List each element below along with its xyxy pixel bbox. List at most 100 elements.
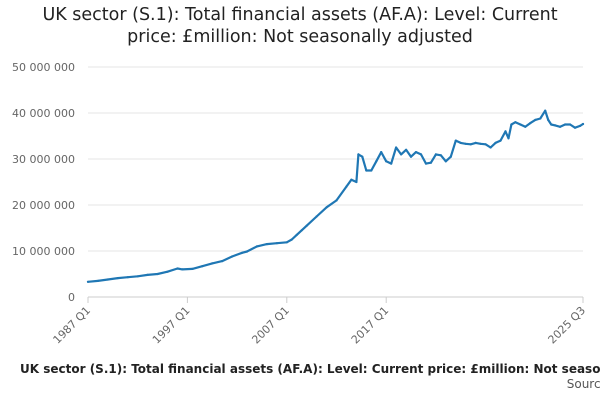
data-point <box>444 160 447 163</box>
data-point <box>181 268 184 271</box>
data-point <box>300 229 303 232</box>
data-point <box>464 142 467 145</box>
data-point <box>365 169 368 172</box>
data-point <box>405 148 408 151</box>
data-point <box>295 233 298 236</box>
data-point <box>221 260 224 263</box>
series-layer <box>86 109 585 283</box>
data-point <box>375 160 378 163</box>
data-point <box>335 199 338 202</box>
data-point <box>245 250 249 253</box>
data-point <box>255 245 259 248</box>
chart-source-label: Source: <box>566 377 600 391</box>
data-point <box>474 141 477 144</box>
data-point <box>156 272 159 276</box>
data-point <box>514 121 517 124</box>
data-point <box>191 267 194 270</box>
chart-caption-text: UK sector (S.1): Total financial assets … <box>20 362 600 376</box>
data-point <box>434 153 437 156</box>
data-point <box>419 153 423 156</box>
data-point <box>146 273 149 276</box>
chart-caption: UK sector (S.1): Total financial assets … <box>0 362 600 376</box>
data-point <box>489 146 492 149</box>
data-point <box>547 118 550 121</box>
data-point <box>390 162 393 165</box>
data-point <box>350 178 353 181</box>
data-point <box>544 109 547 112</box>
data-point <box>539 117 542 120</box>
chart-title-line-1: UK sector (S.1): Total financial assets … <box>42 5 558 25</box>
data-point <box>357 153 360 156</box>
series-line <box>86 109 585 283</box>
data-point <box>136 275 139 278</box>
data-point <box>385 160 388 163</box>
data-point <box>507 137 510 140</box>
data-point <box>325 206 328 209</box>
x-tick-label: 1997 Q1 <box>150 304 193 347</box>
data-point <box>569 123 572 126</box>
y-tick-label: 30 000 000 <box>12 153 75 166</box>
x-tick-label: 2007 Q1 <box>249 304 292 347</box>
data-point <box>395 146 398 149</box>
data-point <box>494 141 497 144</box>
data-point <box>126 276 129 279</box>
data-point <box>499 139 502 142</box>
x-tick-label: 2017 Q1 <box>349 304 392 347</box>
y-tick-label: 10 000 000 <box>12 245 75 258</box>
grid-lines <box>88 66 583 252</box>
y-tick-label: 20 000 000 <box>12 199 75 212</box>
data-point <box>469 143 472 146</box>
chart-source: Source: <box>0 377 600 391</box>
data-point <box>290 238 293 241</box>
data-point <box>529 122 532 125</box>
x-tick-label: 2025 Q3 <box>546 304 589 347</box>
data-point <box>106 278 109 281</box>
x-tick-label: 1987 Q1 <box>51 304 94 347</box>
data-point <box>409 155 413 158</box>
chart-title: UK sector (S.1): Total financial assets … <box>0 4 600 48</box>
y-tick-label: 50 000 000 <box>12 61 75 74</box>
data-point <box>479 142 482 145</box>
data-point <box>559 125 562 128</box>
data-point <box>429 161 432 164</box>
data-point <box>564 123 567 126</box>
data-point <box>275 242 278 245</box>
data-point <box>241 251 244 254</box>
data-point <box>116 277 119 280</box>
data-point <box>578 124 582 127</box>
data-point <box>265 243 268 246</box>
data-point <box>86 280 90 283</box>
data-point <box>96 279 99 282</box>
data-point <box>459 141 462 144</box>
data-point <box>510 123 513 126</box>
data-point <box>424 162 428 165</box>
data-point <box>166 270 169 273</box>
data-point <box>315 215 318 218</box>
data-point <box>439 154 442 157</box>
data-point <box>370 169 373 172</box>
y-tick-label: 0 <box>68 291 75 304</box>
data-point <box>454 139 457 142</box>
data-point <box>573 126 577 129</box>
data-point <box>201 265 204 268</box>
data-point <box>231 255 234 258</box>
data-point <box>380 151 383 154</box>
y-tick-label: 40 000 000 <box>12 107 75 120</box>
data-point <box>534 118 537 121</box>
chart-title-line-2: price: £million: Not seasonally adjusted <box>127 27 473 47</box>
x-axis-ticks: 1987 Q1 1997 Q1 2007 Q1 2017 Q1 2025 Q3 <box>51 297 589 347</box>
data-point <box>449 155 452 158</box>
data-point <box>345 185 348 188</box>
data-point <box>414 151 418 154</box>
data-point <box>211 262 214 265</box>
data-point <box>361 155 364 158</box>
data-point <box>355 180 358 184</box>
data-point <box>400 153 403 156</box>
data-point <box>305 224 308 227</box>
data-point <box>550 123 553 126</box>
y-axis-tick-labels: 0 10 000 000 20 000 000 30 000 000 40 000 00… <box>12 61 75 304</box>
data-point <box>581 122 585 126</box>
data-point <box>504 130 507 133</box>
data-point <box>176 267 179 270</box>
